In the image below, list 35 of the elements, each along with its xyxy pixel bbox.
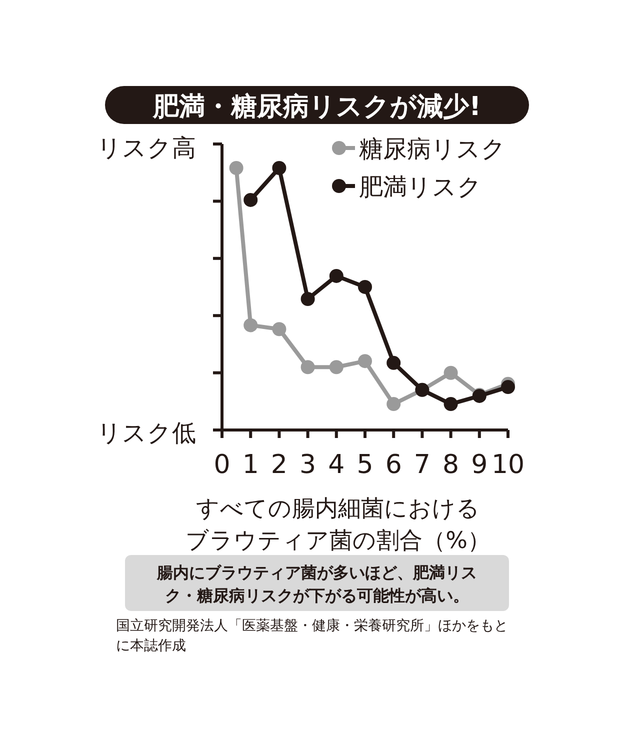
text: リスク高 [97,134,196,162]
x-tick-label: 8 [442,450,460,480]
x-tick-label: 2 [270,450,288,480]
legend-label: 糖尿病リスク [359,135,506,163]
point [229,161,244,175]
point [300,292,315,306]
point [272,322,286,336]
point [329,360,344,374]
text: 腸内にブラウティア菌が多いほど、肥満リスク・糖尿病リスクが下がる可能性が高い。 [156,563,477,605]
point [244,192,258,207]
x-tick-label: 7 [414,450,430,480]
legend-label: 肥満リスク [359,173,482,201]
chart-title: 肥満・糖尿病リスクが減少! [152,92,481,122]
point [386,356,401,370]
x-tick-label: 5 [356,450,374,480]
x-axis-title: すべての腸内細菌におけるブラウティア菌の割合（%） [186,496,490,554]
point [300,360,315,374]
point [329,268,344,283]
point [386,397,401,412]
x-tick-label: 10 [491,450,525,480]
point [244,318,258,332]
point [501,380,515,394]
point [358,280,372,294]
x-tick-label: 6 [385,450,402,480]
x-tick-label: 0 [214,450,230,480]
point [358,354,372,368]
x-tick-label: 3 [300,450,316,480]
text: 国立研究開発法人「医薬基盤・健康・栄養研究所」ほかをもとに本誌作成 [116,618,508,654]
text: リスク低 [97,419,196,447]
x-tick-label: 4 [328,450,345,480]
point [444,366,458,380]
x-tick-label: 9 [471,450,488,480]
x-tick-label: 1 [242,450,259,480]
point [444,397,458,412]
point [272,161,286,175]
